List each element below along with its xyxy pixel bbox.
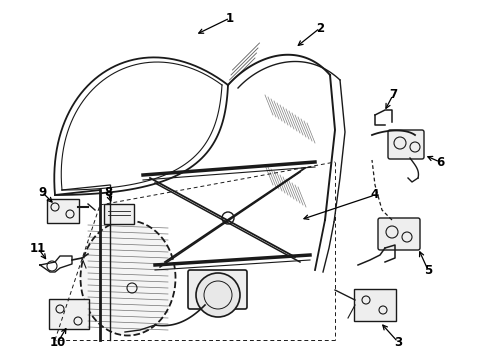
Text: 8: 8 [104, 185, 112, 198]
Text: 5: 5 [424, 264, 432, 276]
Text: 11: 11 [30, 242, 46, 255]
Text: 9: 9 [38, 185, 46, 198]
FancyBboxPatch shape [388, 130, 424, 159]
Ellipse shape [80, 220, 175, 336]
FancyBboxPatch shape [104, 204, 134, 224]
Text: 3: 3 [394, 336, 402, 348]
FancyBboxPatch shape [354, 289, 396, 321]
Text: 10: 10 [50, 336, 66, 348]
FancyBboxPatch shape [188, 270, 247, 309]
Text: 7: 7 [389, 89, 397, 102]
FancyBboxPatch shape [49, 299, 89, 329]
FancyBboxPatch shape [378, 218, 420, 250]
Circle shape [196, 273, 240, 317]
Text: 2: 2 [316, 22, 324, 35]
Text: 4: 4 [371, 189, 379, 202]
Text: 6: 6 [436, 156, 444, 168]
FancyBboxPatch shape [47, 199, 79, 223]
Text: 1: 1 [226, 12, 234, 24]
